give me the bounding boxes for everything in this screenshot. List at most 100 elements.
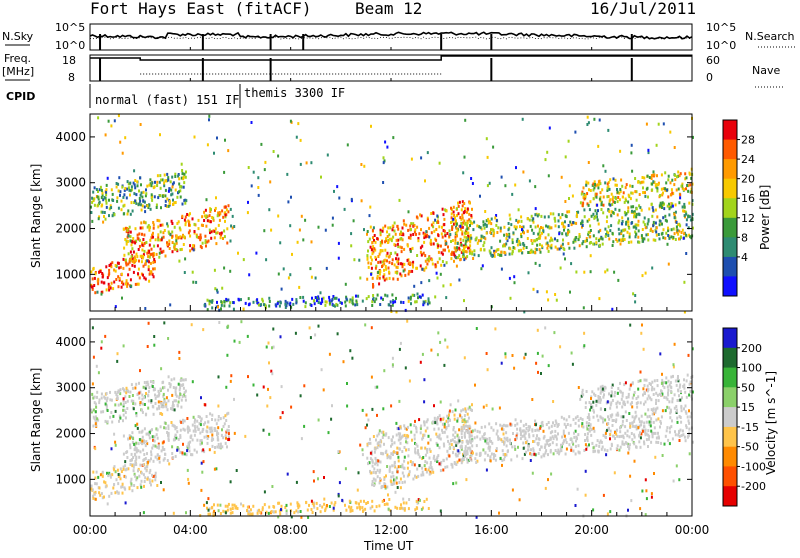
p-cell-5-171 [575,222,577,225]
v-cell-4-407 [442,459,444,462]
v-cell-4-369 [389,470,391,473]
v-cell-5-421 [634,417,636,420]
v-cell-4-356 [436,417,438,420]
p-cell-4-99 [400,262,402,265]
p-cell-1-226 [135,227,137,230]
v-noise-9 [577,488,579,491]
p-cell-4-376 [425,235,427,238]
p-cell-0-3 [97,282,99,285]
p-cell-5-532 [455,249,457,252]
v-noise-115 [456,420,458,423]
p-cell-1-277 [157,219,159,222]
v-cell-3-123 [235,507,237,510]
v-cell-2-144 [132,394,134,397]
v-cell-5-589 [620,435,622,438]
p-cell-5-465 [493,229,495,232]
v-cell-4-275 [429,473,431,476]
p-cell-3-144 [416,300,418,303]
v-cell-3-80 [326,504,328,507]
p-cell-5-228 [675,203,677,206]
p-cell-1-232 [171,220,173,223]
v-cell-1-186 [227,412,229,415]
p-cell-5-408 [537,225,539,228]
v-cell-3-96 [414,508,416,511]
v-cell-0-76 [116,490,118,493]
p-cell-4-85 [388,271,390,274]
v-cell-0-52 [151,480,153,483]
p-cell-4-37 [369,238,371,241]
v-cell-5-120 [544,443,546,446]
p-cell-6-86 [639,193,641,196]
p-cell-2-202 [131,185,133,188]
v-cell-2-214 [173,386,175,389]
v-cell-4-405 [458,428,460,431]
p-cell-5-276 [465,240,467,243]
v-cell-5-365 [580,417,582,420]
v-noise-254 [474,384,476,387]
p-cell-5-569 [637,236,639,239]
v-cell-2-217 [147,383,149,386]
p-noise-273 [270,229,272,232]
v-cell-4-201 [415,451,417,454]
v-noise-5 [422,353,424,356]
p-cell-6-98 [637,181,639,184]
v-cell-5-598 [625,441,627,444]
v-cell-5-547 [622,440,624,443]
v-cell-4-389 [461,441,463,444]
v-cell-1-257 [146,433,148,436]
v-cell-6-179 [593,393,595,396]
v-cell-4-367 [447,440,449,443]
p-cell-5-324 [483,241,485,244]
p-noise-200 [227,149,229,152]
v-cell-6-139 [590,406,592,409]
v-cell-1-54 [139,464,141,467]
p-cell-6-165 [676,189,678,192]
p-cell-5-254 [547,242,549,245]
p-cell-0-73 [121,273,123,276]
p-noise-55 [667,234,669,237]
p-cell-2-69 [129,194,131,197]
p-cell-5-596 [677,229,679,232]
p-cell-2-55 [135,193,137,196]
p-noise-163 [588,161,590,164]
v-noise-39 [614,471,616,474]
p-noise-151 [101,293,103,296]
v-cell-5-597 [664,443,666,446]
v-cell-5-602 [532,447,534,450]
p-cell-6-118 [586,192,588,195]
p-noise-262 [221,287,223,290]
p-cell-6-182 [584,198,586,201]
p-cell-0-52 [119,277,121,280]
p-cell-4-41 [386,230,388,233]
v-noise-203 [545,487,547,490]
v-noise-204 [382,407,384,410]
p-cell-4-356 [463,202,465,205]
p-cell-5-598 [680,235,682,238]
p-cell-3-154 [311,297,313,300]
v-cell-1-239 [146,452,148,455]
v-cell-5-362 [616,447,618,450]
v-cell-6-148 [592,409,594,412]
v-noise-360 [678,478,680,481]
p-cell-1-255 [206,214,208,217]
v-noise-90 [651,492,653,495]
p-cell-1-154 [166,243,168,246]
v-cell-4-378 [420,431,422,434]
p-cell-5-624 [464,223,466,226]
p-cell-6-59 [674,174,676,177]
p-cell-5-191 [651,215,653,218]
v-noise-371 [437,353,439,356]
p-cell-6-177 [611,203,613,206]
p-cell-6-82 [611,193,613,196]
p-cell-4-274 [392,258,394,261]
v-cell-1-224 [129,437,131,440]
v-cell-5-500 [676,417,678,420]
p-cell-4-171 [396,253,398,256]
p-noise-75 [166,222,168,225]
v-cell-4-299 [449,447,451,450]
v-cell-0-118 [114,465,116,468]
v-noise-349 [201,471,203,474]
v-cell-6-107 [640,401,642,404]
v-cell-4-144 [390,452,392,455]
v-cell-2-182 [111,421,113,424]
